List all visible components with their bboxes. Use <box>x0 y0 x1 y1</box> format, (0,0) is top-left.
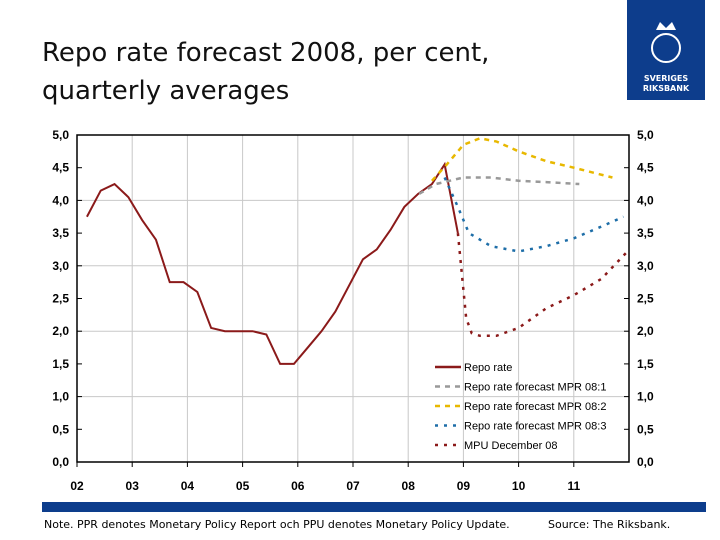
legend-label: Repo rate <box>464 362 512 374</box>
y-tick-label-left: 3,0 <box>52 259 69 273</box>
y-tick-label-right: 4,5 <box>637 161 654 175</box>
y-tick-label-left: 5,0 <box>52 128 69 142</box>
series-line-2 <box>431 136 613 182</box>
y-tick-label-left: 3,5 <box>52 226 69 240</box>
x-tick-label: 10 <box>512 479 526 493</box>
y-tick-label-left: 4,0 <box>52 193 69 207</box>
y-tick-label-left: 2,5 <box>52 292 69 306</box>
legend-label: MPU December 08 <box>464 440 558 452</box>
crown-emblem-icon <box>651 22 681 63</box>
series-line-1 <box>418 176 580 195</box>
source-note: Source: The Riksbank. <box>548 518 671 531</box>
footnote: Note. PPR denotes Monetary Policy Report… <box>44 518 510 531</box>
legend-label: Repo rate forecast MPR 08:1 <box>464 382 606 394</box>
x-tick-label: 04 <box>181 479 195 493</box>
y-tick-label-right: 2,5 <box>637 292 654 306</box>
logo-text: RIKSBANK <box>642 84 690 93</box>
y-tick-label-right: 1,5 <box>637 357 654 371</box>
y-tick-label-right: 4,0 <box>637 193 654 207</box>
x-tick-label: 03 <box>126 479 140 493</box>
riksbank-logo: SVERIGES RIKSBANK <box>627 0 705 100</box>
y-tick-label-left: 1,0 <box>52 390 69 404</box>
y-tick-label-left: 2,0 <box>52 324 69 338</box>
logo-text: SVERIGES <box>643 74 689 83</box>
y-tick-label-left: 0,0 <box>52 455 69 469</box>
x-tick-label: 05 <box>236 479 250 493</box>
footer-bar <box>42 502 706 512</box>
line-chart: 0,0 0,0 0,5 0,5 1,0 1,0 1,5 1,5 2,0 2,0 2,5 2,5 3,0 3… <box>52 128 654 493</box>
legend-label: Repo rate forecast MPR 08:2 <box>464 401 606 413</box>
y-tick-label-left: 1,5 <box>52 357 69 371</box>
chart-title: Repo rate forecast 2008, per cent, quart… <box>42 38 490 106</box>
y-tick-label-right: 0,5 <box>637 422 654 436</box>
y-tick-label-right: 3,5 <box>637 226 654 240</box>
series-line-4 <box>456 232 628 338</box>
y-tick-label-right: 1,0 <box>637 390 654 404</box>
y-tick-label-right: 0,0 <box>637 455 654 469</box>
x-tick-label: 06 <box>291 479 305 493</box>
y-tick-label-left: 0,5 <box>52 422 69 436</box>
x-tick-label: 02 <box>70 479 84 493</box>
y-tick-label-left: 4,5 <box>52 161 69 175</box>
y-tick-label-right: 2,0 <box>637 324 654 338</box>
x-tick-label: 09 <box>457 479 471 493</box>
x-tick-label: 08 <box>402 479 416 493</box>
y-tick-label-right: 3,0 <box>637 259 654 273</box>
series-line-0 <box>86 161 459 365</box>
legend-label: Repo rate forecast MPR 08:3 <box>464 421 606 433</box>
x-tick-label: 07 <box>346 479 360 493</box>
series-line-3 <box>443 176 624 253</box>
y-tick-label-right: 5,0 <box>637 128 654 142</box>
x-tick-label: 11 <box>567 479 580 493</box>
